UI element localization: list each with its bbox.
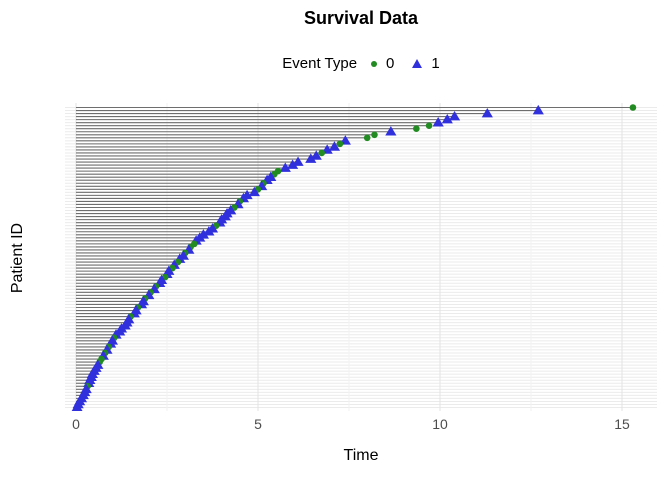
censor-circle-icon — [371, 131, 378, 139]
censor-circle-icon — [413, 125, 420, 133]
x-tick-label: 0 — [72, 416, 80, 432]
x-axis-title: Time — [343, 447, 379, 464]
legend-entry-0-label: 0 — [386, 55, 395, 72]
event-triangle-icon — [71, 401, 83, 411]
censor-circle-icon — [629, 104, 637, 111]
legend-entry-1-label: 1 — [431, 55, 440, 72]
y-axis-title: Patient ID — [9, 222, 26, 294]
event-triangle-icon — [305, 153, 317, 163]
plot-title: Survival Data — [303, 8, 419, 28]
censor-circle-icon — [425, 122, 433, 129]
event-triangle-icon — [432, 117, 444, 127]
legend-title: Event Type — [282, 55, 358, 72]
event-triangle-icon — [248, 186, 260, 197]
event-triangle-icon — [385, 126, 397, 136]
legend-entry-0: 0 — [371, 55, 394, 72]
event-triangle-icon — [441, 114, 453, 124]
event-triangle-icon — [448, 110, 461, 121]
censor-circle-icon — [363, 134, 371, 142]
event-triangle-icon — [328, 141, 341, 151]
event-triangle-icon — [292, 156, 304, 166]
event-triangle-icon — [310, 150, 322, 160]
event-triangle-icon — [279, 162, 291, 172]
event-triangle-icon — [286, 159, 299, 169]
x-tick-label: 10 — [432, 416, 448, 432]
event-triangle-icon — [481, 107, 493, 118]
triangle-icon — [412, 59, 423, 68]
legend-items: 0 1 — [371, 55, 440, 72]
x-tick-label: 15 — [614, 416, 630, 432]
plot-panel — [65, 103, 657, 411]
x-tick-label: 5 — [254, 416, 262, 432]
circle-icon — [371, 60, 378, 67]
event-triangle-icon — [203, 226, 215, 236]
censor-circle-icon — [336, 140, 344, 148]
legend: Event Type 0 1 — [65, 55, 657, 72]
event-triangle-icon — [532, 104, 544, 115]
censor-circle-icon — [318, 149, 325, 157]
legend-entry-1: 1 — [412, 55, 440, 72]
